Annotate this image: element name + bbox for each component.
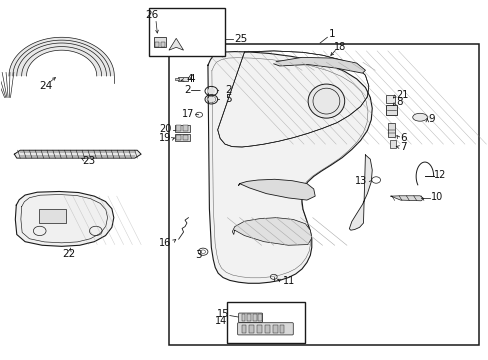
Text: 20: 20 bbox=[159, 124, 171, 134]
Text: 25: 25 bbox=[233, 35, 246, 44]
Bar bbox=[175, 125, 189, 132]
Text: 5: 5 bbox=[224, 94, 231, 104]
Text: 12: 12 bbox=[433, 170, 445, 180]
Text: 13: 13 bbox=[354, 176, 366, 186]
Bar bbox=[227, 302, 305, 343]
Bar bbox=[279, 324, 284, 333]
Bar bbox=[385, 95, 394, 103]
Bar bbox=[175, 78, 178, 80]
Polygon shape bbox=[273, 57, 365, 73]
Bar bbox=[39, 209, 65, 223]
Polygon shape bbox=[15, 192, 114, 246]
Bar bbox=[154, 37, 166, 47]
Bar bbox=[177, 77, 188, 81]
Text: 2—: 2— bbox=[183, 85, 201, 95]
Bar bbox=[176, 126, 181, 131]
Text: 14: 14 bbox=[215, 316, 227, 325]
Text: 9: 9 bbox=[428, 114, 434, 124]
Text: 7: 7 bbox=[400, 142, 407, 152]
Bar bbox=[249, 324, 254, 333]
Text: 8: 8 bbox=[396, 97, 403, 107]
Circle shape bbox=[207, 89, 214, 94]
Bar bbox=[247, 315, 251, 321]
Text: 10: 10 bbox=[430, 192, 442, 202]
Text: 26: 26 bbox=[145, 10, 158, 20]
Text: 18: 18 bbox=[333, 42, 345, 51]
Text: 16: 16 bbox=[159, 238, 171, 248]
Polygon shape bbox=[238, 179, 315, 200]
Circle shape bbox=[208, 97, 214, 102]
Polygon shape bbox=[14, 150, 141, 158]
Text: 15: 15 bbox=[216, 310, 228, 319]
Bar bbox=[253, 315, 257, 321]
FancyBboxPatch shape bbox=[237, 323, 293, 335]
FancyBboxPatch shape bbox=[238, 313, 262, 322]
Text: 24: 24 bbox=[39, 81, 52, 91]
Polygon shape bbox=[168, 39, 183, 50]
Bar bbox=[175, 134, 189, 140]
Text: 19: 19 bbox=[159, 133, 171, 143]
Ellipse shape bbox=[412, 113, 427, 121]
Bar bbox=[257, 324, 262, 333]
Bar bbox=[241, 315, 245, 321]
Text: 21: 21 bbox=[396, 90, 408, 100]
Polygon shape bbox=[348, 155, 371, 230]
Bar bbox=[385, 105, 396, 116]
Text: 2: 2 bbox=[224, 85, 231, 95]
Bar bbox=[183, 135, 187, 140]
Text: 4: 4 bbox=[188, 74, 194, 84]
Text: 3: 3 bbox=[194, 249, 201, 260]
Polygon shape bbox=[9, 37, 114, 76]
Text: 22: 22 bbox=[62, 248, 76, 258]
Text: 1: 1 bbox=[328, 30, 335, 39]
Bar bbox=[389, 140, 395, 148]
Bar bbox=[272, 324, 277, 333]
Bar bbox=[264, 324, 269, 333]
Polygon shape bbox=[390, 196, 423, 201]
Bar bbox=[168, 44, 478, 345]
Text: 4: 4 bbox=[181, 74, 193, 84]
Bar bbox=[258, 315, 262, 321]
Ellipse shape bbox=[307, 84, 344, 118]
Text: 23: 23 bbox=[81, 156, 95, 166]
Bar bbox=[183, 126, 187, 131]
Text: 17: 17 bbox=[182, 109, 194, 119]
Bar bbox=[149, 8, 224, 56]
Bar bbox=[176, 135, 181, 140]
Polygon shape bbox=[207, 51, 371, 283]
Bar bbox=[161, 42, 164, 46]
Bar bbox=[241, 324, 246, 333]
Text: 11: 11 bbox=[282, 276, 294, 286]
Text: 6: 6 bbox=[400, 134, 407, 143]
Bar bbox=[387, 123, 394, 137]
Bar bbox=[155, 42, 159, 46]
Polygon shape bbox=[232, 218, 311, 245]
